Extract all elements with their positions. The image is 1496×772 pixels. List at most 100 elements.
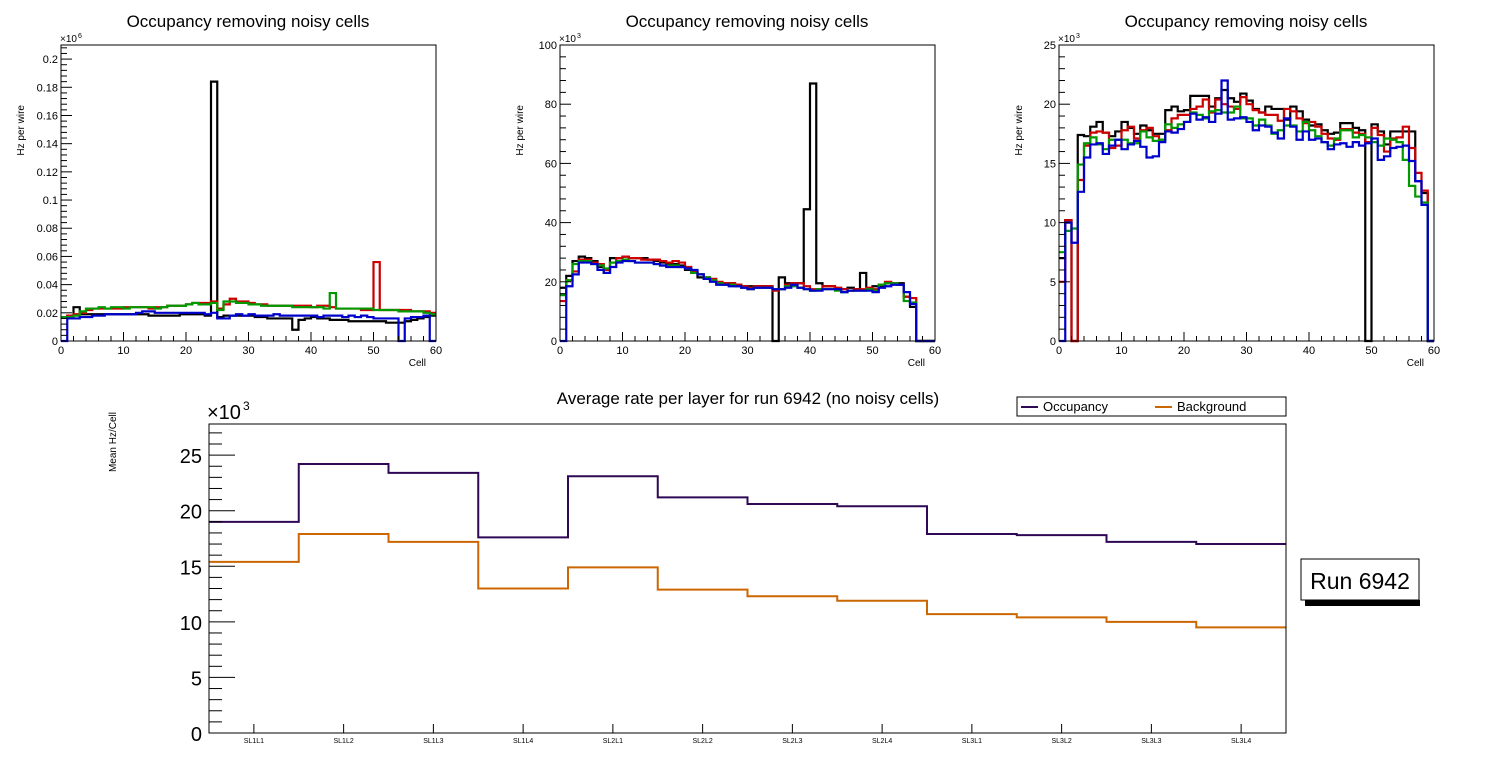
y-tick-label: 40	[545, 218, 557, 230]
series-line-occupancy	[209, 463, 1286, 546]
x-category-label: SL1L1	[244, 738, 264, 745]
y-tick-label: 20	[545, 277, 557, 289]
series-line-layer-3	[1059, 105, 1434, 343]
x-tick-label: 40	[804, 345, 816, 357]
series-line-layer-2	[560, 255, 935, 343]
x-category-label: SL2L4	[872, 738, 892, 745]
legend: Occupancy Background	[1016, 396, 1287, 417]
x-tick-label: 10	[1115, 345, 1127, 357]
annotation-text: Run 6942	[1310, 568, 1410, 594]
histogram-pad-1: Occupancy removing noisy cells 0 10 20 30 40 5…	[16, 12, 442, 369]
y-tick-label: 0.02	[37, 308, 58, 320]
series-line-layer-1	[1059, 88, 1434, 343]
x-tick-label: 50	[367, 345, 379, 357]
y-tick-label: 15	[180, 557, 202, 579]
y-exponent: 3	[1076, 33, 1080, 40]
x-category-label: SL1L3	[423, 738, 443, 745]
y-exponent: 3	[243, 399, 250, 413]
x-tick-label: 50	[866, 345, 878, 357]
x-tick-label: 10	[616, 345, 628, 357]
x-axis-label: Cell	[1407, 358, 1424, 369]
layer-rate-pad: Average rate per layer for run 6942 (no …	[108, 389, 1420, 746]
series-line-layer-3	[560, 258, 935, 343]
y-tick-label: 20	[180, 502, 202, 524]
y-tick-label: 0	[1050, 336, 1056, 348]
x-category-label: SL2L3	[782, 738, 802, 745]
x-tick-label: 60	[929, 345, 941, 357]
y-multiplier: ×10	[60, 34, 77, 45]
y-tick-label: 80	[545, 99, 557, 111]
chart-title: Occupancy removing noisy cells	[127, 12, 370, 31]
annotation-box	[1300, 558, 1420, 601]
series-line-layer-4	[560, 259, 935, 343]
y-tick-label: 25	[180, 446, 202, 468]
x-tick-label: 50	[1365, 345, 1377, 357]
y-multiplier: ×10	[559, 34, 576, 45]
chart-title: Occupancy removing noisy cells	[1125, 12, 1368, 31]
y-multiplier: ×10	[207, 402, 241, 424]
x-tick-label: 60	[1428, 345, 1440, 357]
legend-label-occupancy: Occupancy	[1043, 399, 1109, 414]
y-axis-label: Mean Hz/Cell	[108, 412, 119, 472]
legend-label-background: Background	[1177, 399, 1246, 414]
y-tick-label: 0	[52, 336, 58, 348]
x-category-label: SL3L4	[1231, 738, 1251, 745]
y-tick-label: 20	[1044, 99, 1056, 111]
y-axis-label: Hz per wire	[515, 105, 526, 156]
y-tick-label: 10	[180, 613, 202, 635]
x-category-label: SL1L2	[334, 738, 354, 745]
y-tick-label: 5	[191, 668, 202, 690]
y-tick-label: 60	[545, 158, 557, 170]
y-tick-label: 0.16	[37, 110, 58, 122]
x-tick-label: 0	[58, 345, 64, 357]
y-tick-label: 0	[191, 724, 202, 746]
x-category-label: SL2L2	[693, 738, 713, 745]
y-tick-label: 0.04	[37, 280, 58, 292]
x-tick-label: 20	[180, 345, 192, 357]
x-tick-label: 30	[1240, 345, 1252, 357]
x-axis-label: Cell	[409, 358, 426, 369]
x-tick-label: 0	[557, 345, 563, 357]
y-tick-label: 0.1	[43, 195, 58, 207]
x-tick-label: 20	[679, 345, 691, 357]
y-tick-label: 0.08	[37, 223, 58, 235]
plot-frame	[1058, 44, 1435, 342]
y-tick-label: 0.12	[37, 167, 58, 179]
x-tick-label: 30	[741, 345, 753, 357]
x-category-label: SL1L4	[513, 738, 533, 745]
plot-frame	[208, 423, 1287, 734]
legend-box	[1016, 396, 1287, 417]
run-annotation: Run 6942	[1300, 558, 1420, 606]
y-tick-label: 0.14	[37, 139, 58, 151]
x-category-label: SL3L3	[1141, 738, 1161, 745]
y-tick-label: 15	[1044, 158, 1056, 170]
x-tick-label: 30	[242, 345, 254, 357]
x-category-label: SL2L1	[603, 738, 623, 745]
series-line-layer-2	[61, 260, 436, 319]
plot-frame	[559, 44, 936, 342]
x-tick-label: 60	[430, 345, 442, 357]
x-category-label: SL3L2	[1052, 738, 1072, 745]
x-axis-label: Cell	[908, 358, 925, 369]
y-tick-label: 0	[551, 336, 557, 348]
x-tick-label: 40	[305, 345, 317, 357]
y-tick-label: 25	[1044, 40, 1056, 52]
y-exponent: 6	[78, 33, 82, 40]
x-tick-label: 10	[117, 345, 129, 357]
series-line-layer-1	[560, 82, 935, 343]
y-tick-label: 100	[539, 40, 557, 52]
series-line-layer-4	[1059, 79, 1434, 343]
y-tick-label: 0.06	[37, 251, 58, 263]
annotation-shadow	[1305, 600, 1420, 606]
y-multiplier: ×10	[1058, 34, 1075, 45]
y-tick-label: 10	[1044, 218, 1056, 230]
x-tick-label: 0	[1056, 345, 1062, 357]
x-tick-label: 20	[1178, 345, 1190, 357]
y-tick-label: 0.2	[43, 54, 58, 66]
chart-title: Occupancy removing noisy cells	[626, 12, 869, 31]
x-category-label: SL3L1	[962, 738, 982, 745]
y-exponent: 3	[577, 33, 581, 40]
